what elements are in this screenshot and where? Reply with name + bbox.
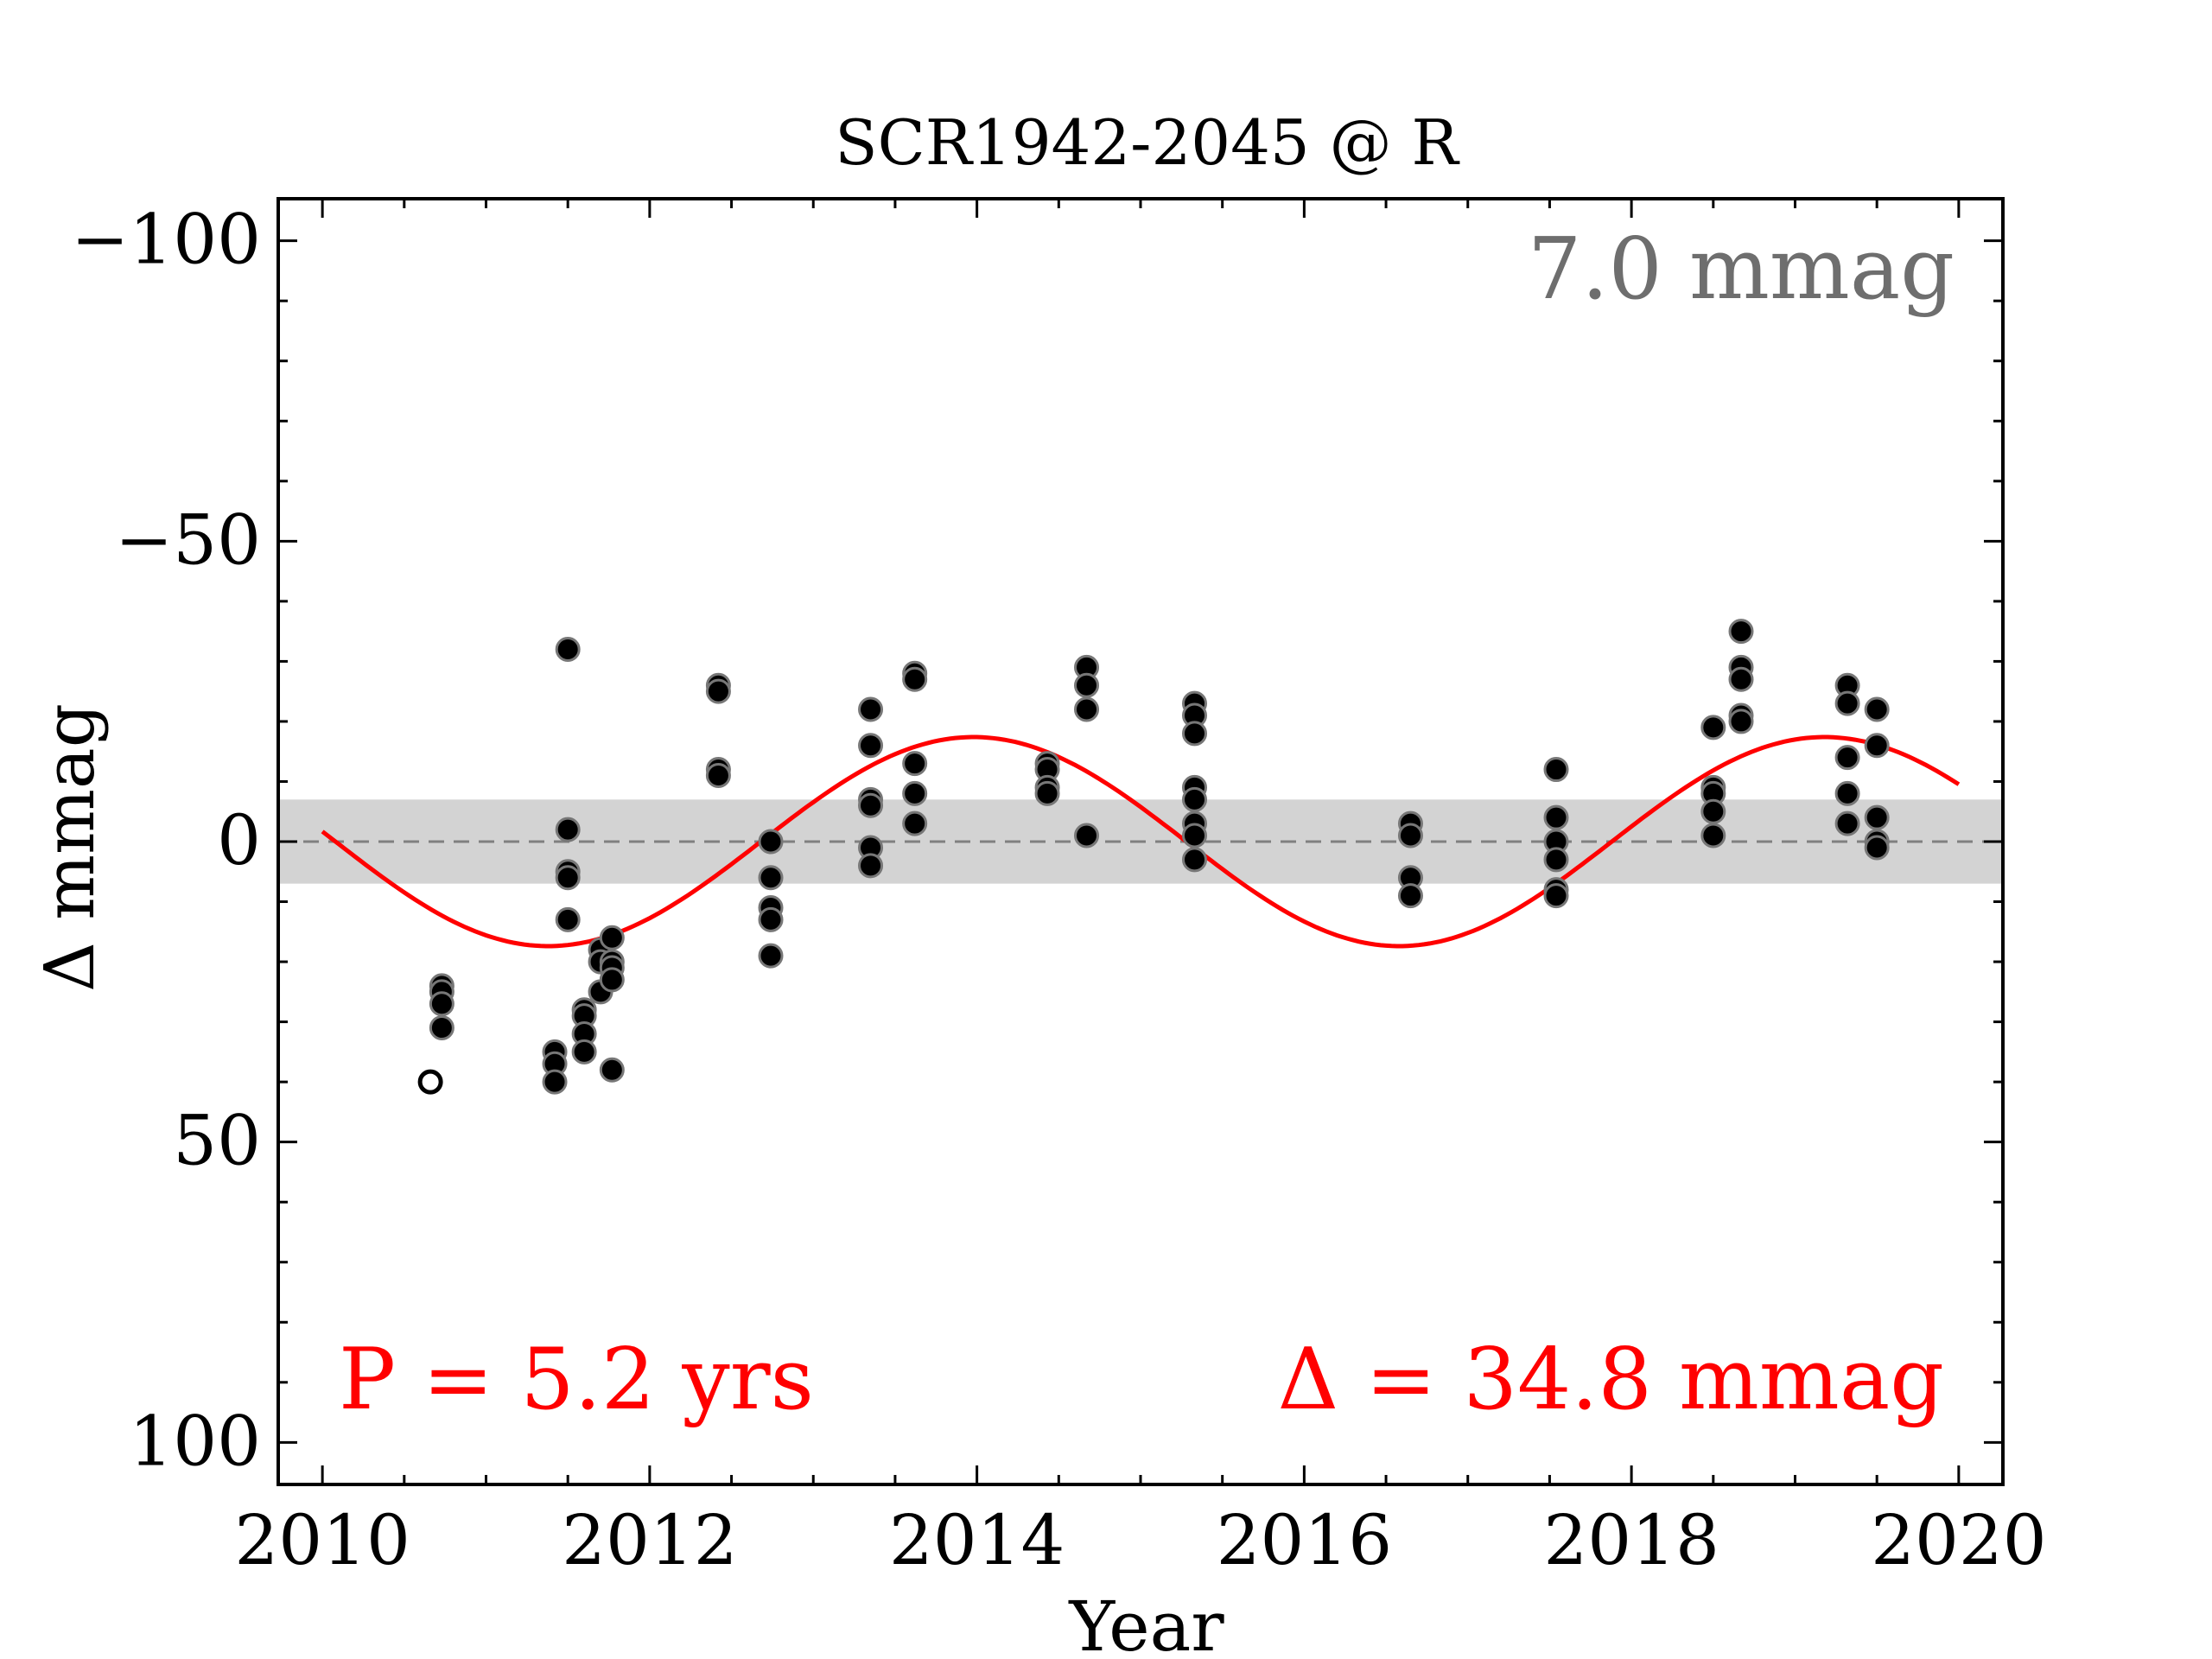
data-point [1034, 780, 1060, 806]
data-point [1700, 798, 1726, 824]
data-point [858, 853, 884, 879]
amplitude-label: Δ = 34.8 mmag [1277, 1331, 1944, 1429]
band-width-label: 7.0 mmag [1528, 220, 1955, 319]
data-point [902, 666, 928, 692]
x-tick-label: 2016 [1217, 1500, 1393, 1580]
data-point [1728, 709, 1754, 734]
data-point [1543, 883, 1569, 909]
data-point [571, 1039, 597, 1065]
data-point [858, 733, 884, 759]
data-point [599, 1057, 625, 1083]
data-point [858, 696, 884, 722]
data-point [1728, 619, 1754, 645]
period-label: P = 5.2 yrs [339, 1331, 814, 1429]
data-point [1543, 847, 1569, 873]
data-point [705, 678, 731, 704]
data-point [1543, 804, 1569, 830]
data-point [1864, 804, 1890, 830]
axes-layer: 2010 2012 2014 2016 2018 2020 −100 −50 0 50 100 [71, 197, 2047, 1580]
data-point [542, 1069, 568, 1095]
data-point [1074, 672, 1100, 698]
data-point [1074, 696, 1100, 722]
y-tick-label: 50 [173, 1101, 261, 1181]
data-point [1074, 823, 1100, 849]
data-point [758, 943, 784, 969]
data-point [1181, 847, 1207, 873]
x-axis-label: Year [1068, 1586, 1224, 1659]
x-tick-label: 2010 [234, 1500, 410, 1580]
data-point [1181, 823, 1207, 849]
data-point [1181, 786, 1207, 812]
data-point [902, 810, 928, 836]
chart-title: SCR1942-2045 @ R [835, 106, 1459, 179]
data-point [902, 780, 928, 806]
data-point [758, 906, 784, 932]
data-point [1864, 733, 1890, 759]
data-points-layer [417, 619, 1890, 1095]
x-tick-label: 2012 [562, 1500, 738, 1580]
y-tick-label: 0 [217, 800, 261, 880]
data-point [599, 967, 625, 993]
data-point [1397, 883, 1423, 909]
data-point [858, 792, 884, 818]
y-tick-label: −50 [115, 499, 261, 580]
data-point [705, 763, 731, 789]
data-point [555, 636, 581, 662]
x-tick-label: 2018 [1543, 1500, 1719, 1580]
y-tick-label: 100 [129, 1401, 261, 1481]
data-point [758, 829, 784, 855]
data-point [429, 1015, 454, 1041]
x-tick-label: 2020 [1871, 1500, 2047, 1580]
data-point-open [417, 1069, 443, 1095]
data-point [555, 906, 581, 932]
x-tick-label: 2014 [889, 1500, 1065, 1580]
data-point [555, 865, 581, 891]
y-tick-label: −100 [71, 200, 261, 280]
data-point [1700, 823, 1726, 849]
data-point [902, 751, 928, 777]
data-point [1543, 757, 1569, 783]
data-point [1700, 715, 1726, 741]
data-point [1864, 835, 1890, 861]
y-axis-label: Δ mmag [29, 703, 110, 992]
data-point [429, 991, 454, 1017]
data-point [1834, 810, 1860, 836]
data-point [1834, 690, 1860, 716]
data-point [1181, 721, 1207, 747]
data-point [1728, 666, 1754, 692]
data-point [599, 925, 625, 950]
data-point [555, 817, 581, 842]
data-point [1864, 696, 1890, 722]
data-point [1397, 823, 1423, 849]
data-point [1834, 780, 1860, 806]
data-point [1834, 745, 1860, 771]
data-point [758, 865, 784, 891]
